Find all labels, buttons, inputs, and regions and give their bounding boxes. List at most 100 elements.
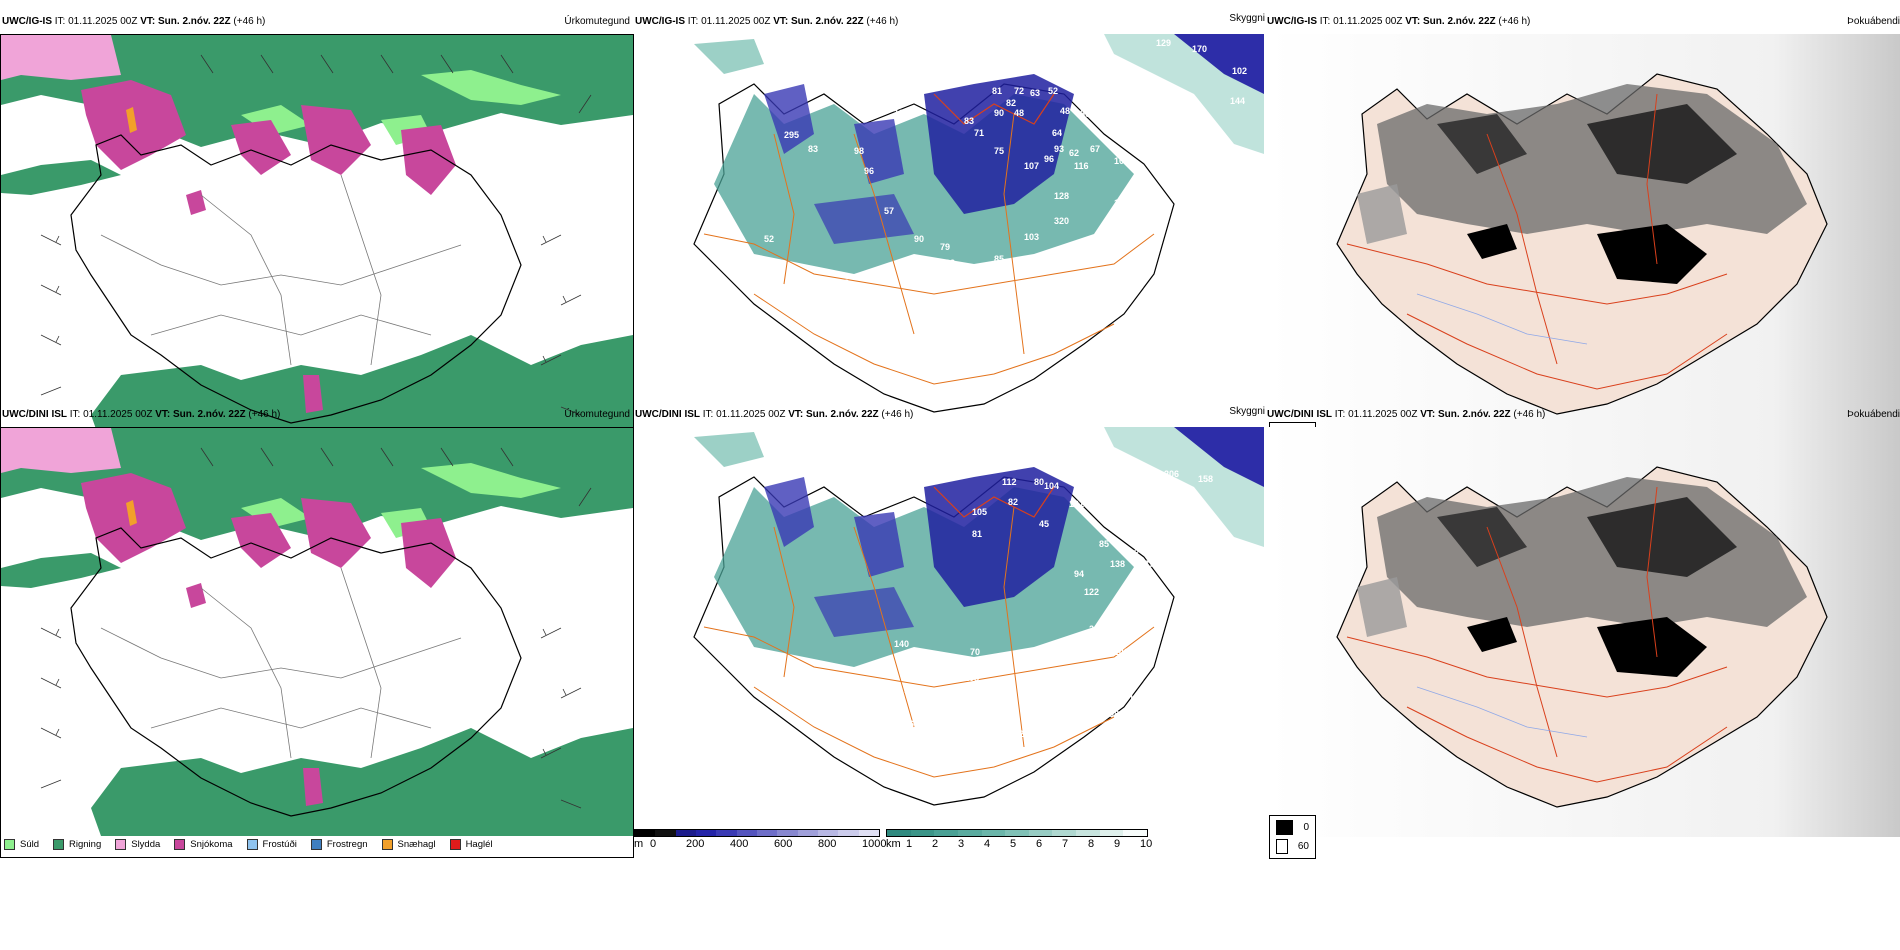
lead-time: (+46 h) (248, 409, 281, 420)
legend-label: Rigning (69, 839, 102, 850)
legend-swatch (53, 839, 65, 850)
visibility-value-label: 93 (1054, 144, 1064, 154)
visibility-colorbar: km 1 2 3 4 5 6 7 8 9 10 (886, 829, 1152, 859)
visibility-value-label: 83 (964, 116, 974, 126)
visibility-value-label: 83 (808, 144, 818, 154)
visibility-value-label: 55 (1086, 81, 1096, 91)
visibility-value-label: 118 (994, 689, 1009, 699)
visibility-value-label: 85 (994, 254, 1004, 264)
visibility-value-label: 122 (1084, 587, 1099, 597)
visibility-value-label: 62 (1069, 148, 1079, 158)
legend-label: Frostúði (262, 839, 297, 850)
visibility-value-label: 181 (1164, 649, 1179, 659)
fog-indicator-panel: UWC/IG-IS IT: 01.11.2025 00Z VT: Sun. 2.… (1267, 12, 1900, 466)
visibility-value-label: 90 (914, 234, 924, 244)
visibility-value-label: 164 (1154, 166, 1169, 176)
legend-label: Snæhagl (397, 839, 436, 850)
visibility-value-label: 140 (894, 639, 909, 649)
visibility-value-label: 206 (1164, 469, 1179, 479)
visibility-value-label: 116 (1074, 161, 1089, 171)
fog-key-row: 60 (1276, 839, 1309, 854)
visibility-value-label: 103 (1024, 232, 1039, 242)
variable-name: Úrkomutegund (564, 16, 630, 27)
it-label: IT: (69, 409, 81, 420)
it-value: 01.11.2025 00Z (716, 409, 786, 420)
visibility-value-label: 101 (1069, 499, 1084, 509)
visibility-value-label: 137 (1139, 559, 1154, 569)
visibility-value-label: 48 (1060, 106, 1070, 116)
visibility-value-label: 94 (1110, 104, 1120, 114)
vt-value: Sun. 2.nóv. 22Z (1423, 16, 1496, 27)
vt-label: VT: (1420, 409, 1436, 420)
lead-time: (+46 h) (233, 16, 266, 27)
model-name: UWC/DINI ISL (635, 409, 700, 420)
model-name: UWC/IG-IS (635, 16, 685, 27)
model-name: UWC/DINI ISL (2, 409, 67, 420)
visibility-value-label: 48 (1014, 108, 1024, 118)
visibility-value-label: 82 (1008, 497, 1018, 507)
legend-item: Frostúði (246, 839, 297, 850)
legend-item: Slydda (115, 839, 160, 850)
visibility-value-label: 119 (994, 719, 1009, 729)
precip-legend: Súld Rigning Slydda Snjókoma Frostúði Frostre… (4, 839, 507, 850)
model-name: UWC/DINI ISL (1267, 409, 1332, 420)
visibility-value-label: 170 (1192, 44, 1207, 54)
visibility-value-label: 320 (1054, 216, 1069, 226)
visibility-value-label: 79 (940, 242, 950, 252)
panel-title: UWC/IG-IS IT: 01.11.2025 00Z VT: Sun. 2.… (1267, 16, 1530, 28)
height-tick: 0 (650, 838, 657, 850)
visibility-tick: 4 (984, 838, 991, 850)
visibility-value-label: 119 (1129, 694, 1144, 704)
visibility-value-label: 183 (826, 78, 841, 88)
visibility-value-label: 81 (972, 529, 982, 539)
visibility-value-label: 108 (964, 673, 979, 683)
visibility-value-label: 145 (1104, 276, 1119, 286)
visibility-value-label: 212 (1089, 624, 1104, 634)
visibility-value-label: 130 (944, 719, 959, 729)
legend-swatch (310, 839, 322, 850)
visibility-tick: 6 (1036, 838, 1043, 850)
lead-time: (+46 h) (1513, 409, 1546, 420)
visibility-value-label: 107 (1024, 161, 1039, 171)
visibility-tick: 7 (1062, 838, 1069, 850)
visibility-value-label: 120 (974, 684, 989, 694)
visibility-value-label: 144 (1230, 96, 1245, 106)
visibility-value-label: 94 (1074, 569, 1084, 579)
vt-label: VT: (1405, 16, 1421, 27)
visibility-value-label: 96 (904, 719, 914, 729)
visibility-value-label: 62 (1128, 479, 1138, 489)
it-label: IT: (702, 409, 714, 420)
it-label: IT: (687, 16, 699, 27)
visibility-tick: 5 (1010, 838, 1017, 850)
model-name: UWC/IG-IS (2, 16, 52, 27)
legend-item: Súld (4, 839, 39, 850)
legend-swatch (174, 839, 186, 850)
height-tick: 600 (774, 838, 793, 850)
visibility-value-label: 67 (1090, 144, 1100, 154)
visibility-value-label: 98 (854, 146, 864, 156)
height-tick: 800 (818, 838, 837, 850)
visibility-value-label: 205 (1189, 667, 1204, 677)
fog-key-row: 0 (1276, 820, 1309, 835)
visibility-value-label: 128 (894, 108, 909, 118)
visibility-value-label: 158 (954, 276, 969, 286)
visibility-value-label: 92 (1144, 529, 1154, 539)
visibility-value-label: 104 (1044, 481, 1059, 491)
visibility-value-label: 90 (994, 108, 1004, 118)
visibility-tick: 2 (932, 838, 939, 850)
visibility-value-label: 45 (1039, 519, 1049, 529)
visibility-value-label: 64 (1108, 477, 1118, 487)
model-name: UWC/IG-IS (1267, 16, 1317, 27)
visibility-value-label: 132 (1082, 737, 1097, 747)
visibility-value-label: 60 (1094, 66, 1104, 76)
legend-item: Frostregn (310, 839, 368, 850)
vt-value: Sun. 2.nóv. 22Z (806, 409, 879, 420)
visibility-value-label: 138 (1104, 709, 1119, 719)
legend-item: Snæhagl (381, 839, 436, 850)
legend-swatch (449, 839, 461, 850)
visibility-value-label: 51 (1114, 71, 1124, 81)
visibility-value-label: 101 (1134, 71, 1149, 81)
visibility-value-label: 112 (1002, 477, 1017, 487)
